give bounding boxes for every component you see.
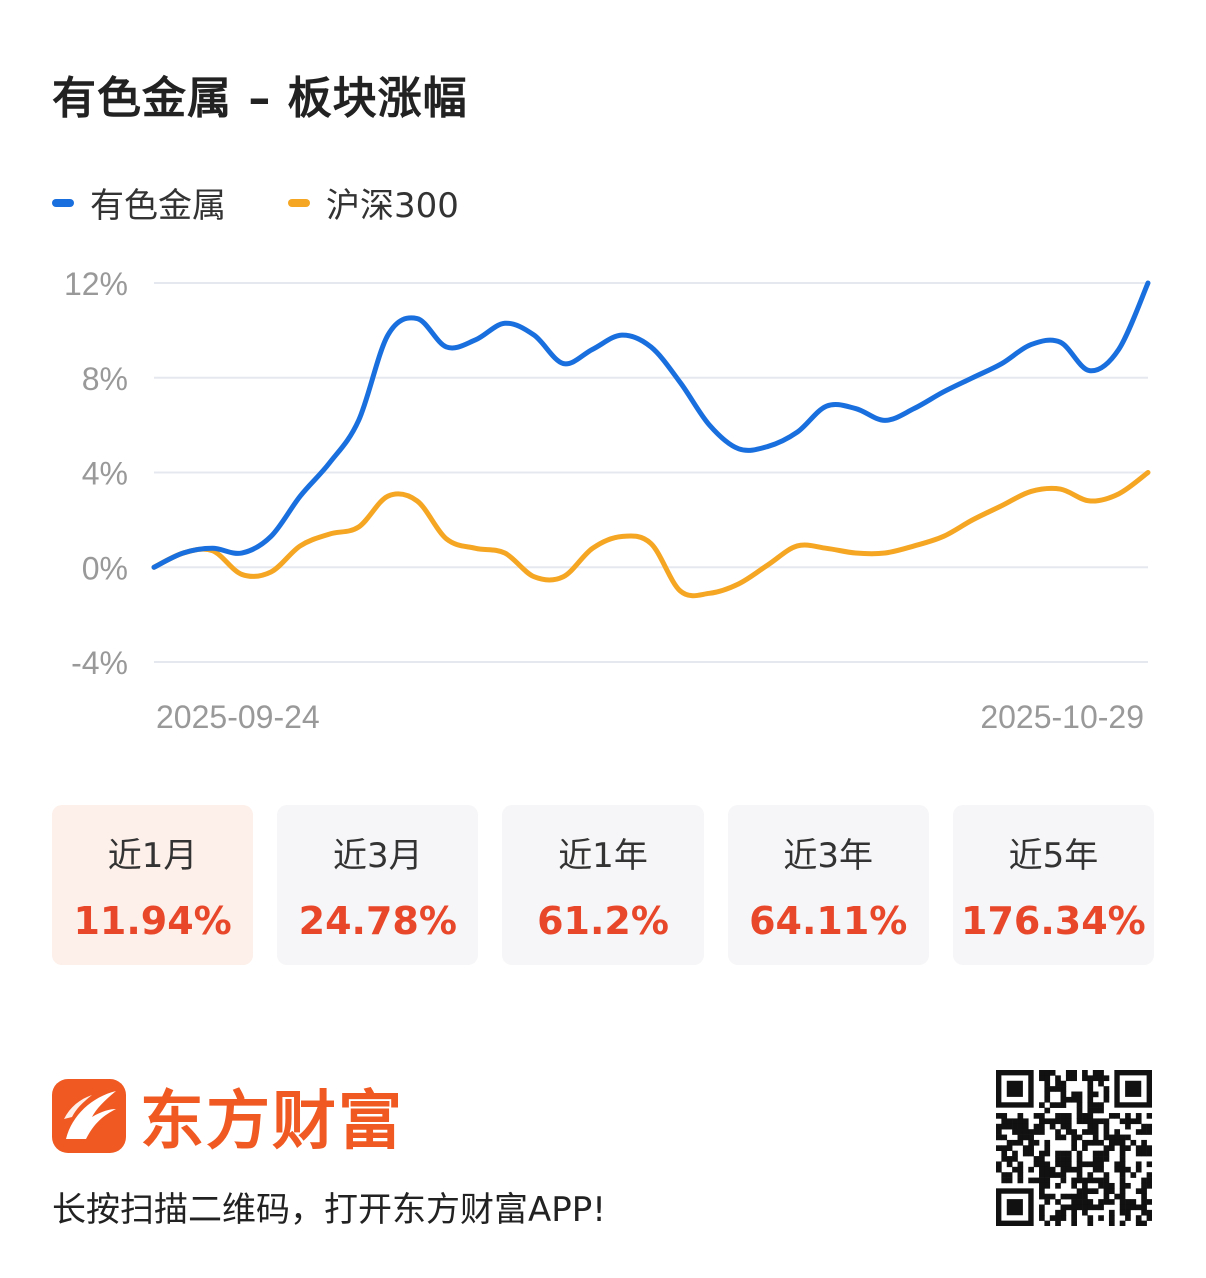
series-line-sector [151,280,1151,570]
period-tab-5y[interactable]: 近5年 176.34% [952,805,1155,965]
line-chart: 12% 8% 4% 0% -4% 2025-09-24 2025-10-29 [0,250,1206,750]
qr-code-icon[interactable] [996,1070,1153,1227]
chart-svg: 12% 8% 4% 0% -4% 2025-09-24 2025-10-29 [64,266,1151,735]
period-label: 近1年 [558,835,648,876]
period-tab-1y[interactable]: 近1年 61.2% [502,805,704,965]
period-value: 24.78% [298,898,457,943]
period-label: 近1月 [107,835,198,876]
period-label: 近5年 [1008,835,1099,876]
legend-label-index: 沪深300 [326,186,459,226]
period-tab-3y[interactable]: 近3年 64.11% [727,805,929,965]
brand-name: 东方财富 [140,1085,404,1159]
legend-swatch-index [288,198,310,207]
period-label: 近3年 [783,835,874,876]
period-value: 64.11% [749,898,908,943]
period-value: 11.94% [73,898,232,943]
legend-item-index: 沪深300 [288,178,459,227]
y-tick-label: 8% [82,361,128,397]
y-tick-label: 0% [82,550,128,586]
legend-label-sector: 有色金属 [90,186,226,226]
period-tabs: 近1月 11.94% 近3月 24.78% 近1年 61.2% 近3年 64.1… [52,805,1155,965]
period-label: 近3月 [332,835,423,876]
period-value: 61.2% [537,898,669,943]
legend-swatch-sector [52,198,74,207]
scan-qr-prompt: 长按扫描二维码，打开东方财富APP! [52,1190,606,1230]
page-title: 有色金属 – 板块涨幅 [52,73,468,124]
x-tick-label-start: 2025-09-24 [156,699,320,735]
series-line-index [151,470,1151,599]
x-tick-label-end: 2025-10-29 [980,699,1144,735]
chart-legend: 有色金属 沪深300 [52,178,521,227]
y-tick-label: -4% [71,645,128,681]
period-value: 176.34% [961,898,1146,943]
period-tab-1m[interactable]: 近1月 11.94% [52,805,254,965]
legend-item-sector: 有色金属 [52,178,226,227]
y-tick-label: 4% [82,456,128,492]
y-tick-label: 12% [64,266,128,302]
brand: 东方财富 [52,1070,404,1162]
period-tab-3m[interactable]: 近3月 24.78% [277,805,479,965]
brand-logo-icon [52,1079,126,1153]
